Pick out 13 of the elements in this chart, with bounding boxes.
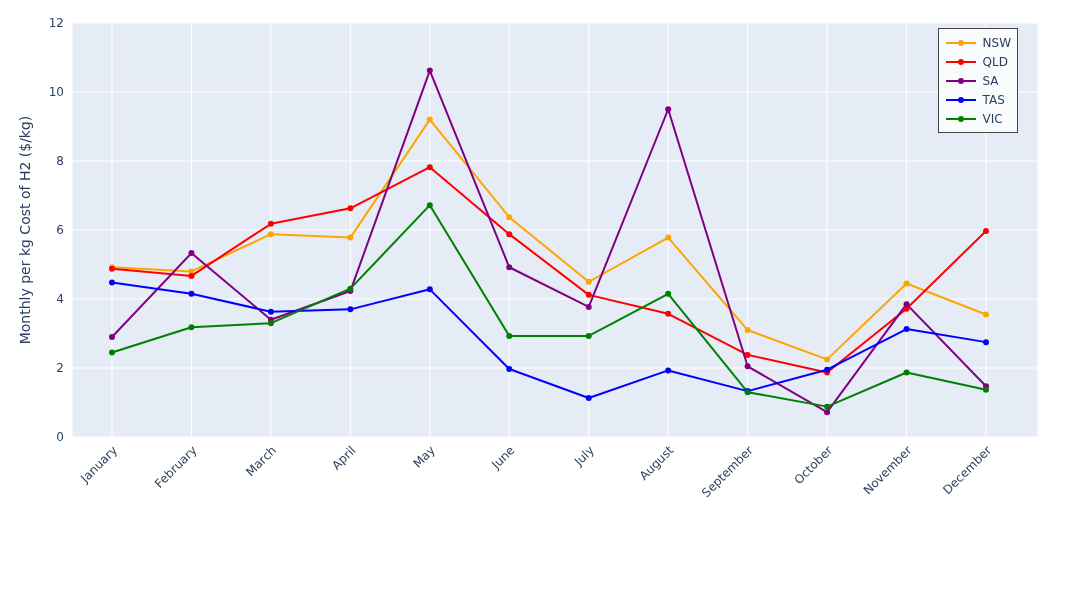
y-tick-label: 2 [56, 361, 64, 376]
y-axis-title: Monthly per kg Cost of H2 ($/kg) [16, 115, 33, 345]
y-tick-label: 12 [48, 16, 64, 31]
y-tick-label: 10 [48, 85, 64, 100]
legend-label: SA [982, 73, 999, 88]
legend-label: TAS [982, 92, 1005, 107]
y-tick-label: 6 [56, 223, 64, 238]
y-tick-label: 0 [56, 430, 64, 445]
legend-label: QLD [982, 54, 1008, 69]
legend-label: NSW [982, 35, 1011, 50]
y-tick-label: 4 [56, 292, 64, 307]
legend-label: VIC [982, 111, 1003, 126]
y-tick-label: 8 [56, 154, 64, 169]
